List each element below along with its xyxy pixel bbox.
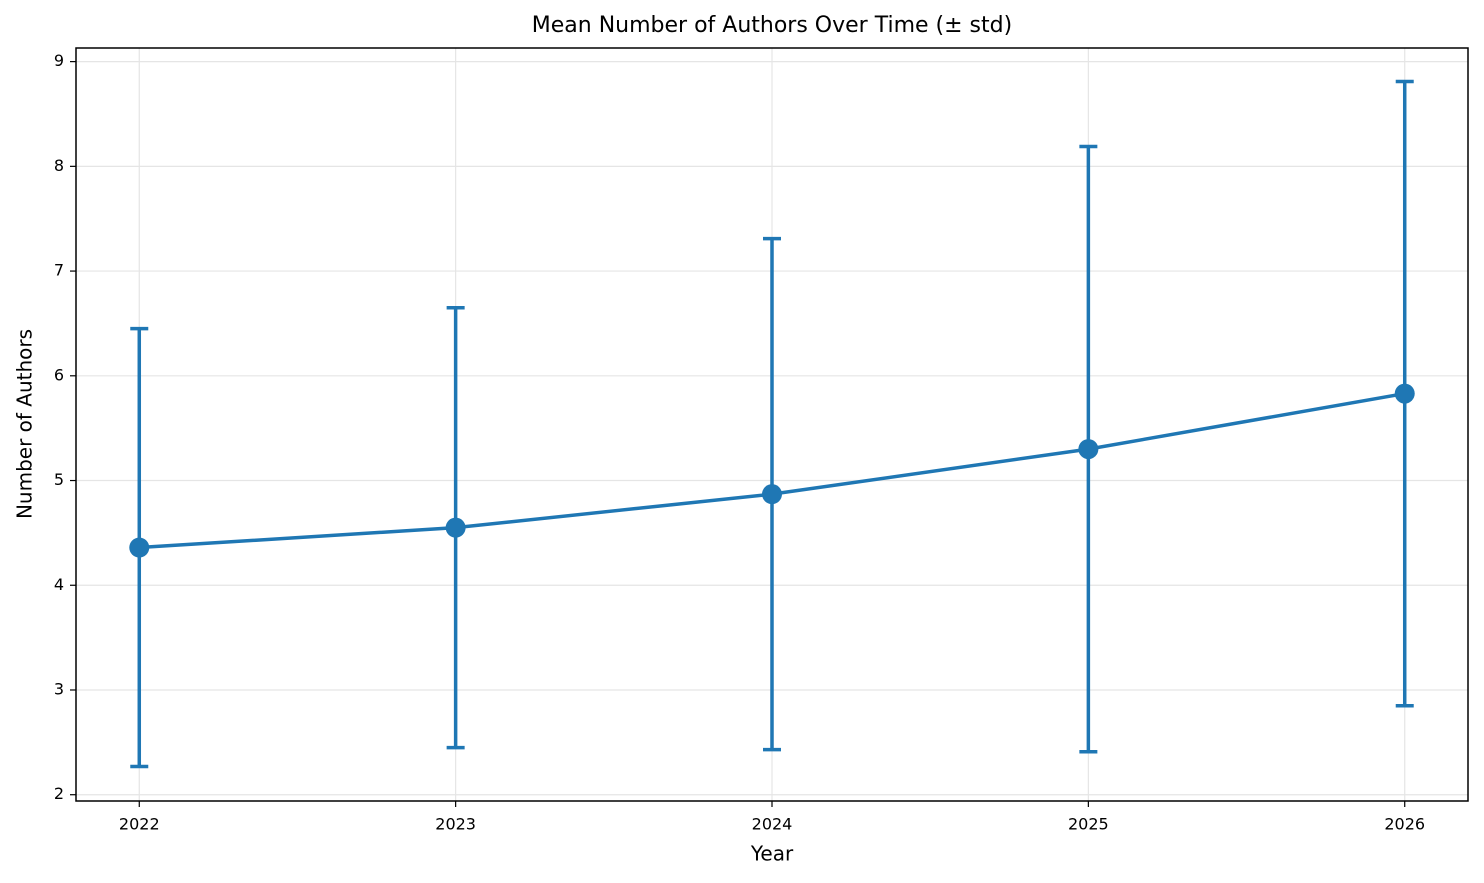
data-point xyxy=(445,517,466,538)
plot-frame xyxy=(75,47,1469,802)
y-tick-label: 2 xyxy=(54,784,64,803)
y-tick-label: 7 xyxy=(54,261,64,280)
y-tick-label: 3 xyxy=(54,679,64,698)
y-tick-label: 5 xyxy=(54,470,64,489)
x-tick-label: 2024 xyxy=(752,815,793,834)
x-tick-label: 2025 xyxy=(1068,815,1109,834)
x-tick-label: 2023 xyxy=(435,815,476,834)
x-tick-label: 2022 xyxy=(119,815,160,834)
chart-title: Mean Number of Authors Over Time (± std) xyxy=(532,13,1012,38)
data-point xyxy=(762,484,782,505)
y-tick-label: 9 xyxy=(54,51,64,70)
y-tick-label: 6 xyxy=(54,365,64,384)
y-tick-label: 4 xyxy=(54,575,64,594)
y-axis-label: Number of Authors xyxy=(13,329,37,519)
data-point xyxy=(129,537,150,558)
x-tick-label: 2026 xyxy=(1384,815,1425,834)
y-tick-label: 8 xyxy=(54,156,64,175)
x-axis-label: Year xyxy=(750,842,794,866)
data-point xyxy=(1078,439,1099,460)
data-point xyxy=(1394,383,1415,404)
